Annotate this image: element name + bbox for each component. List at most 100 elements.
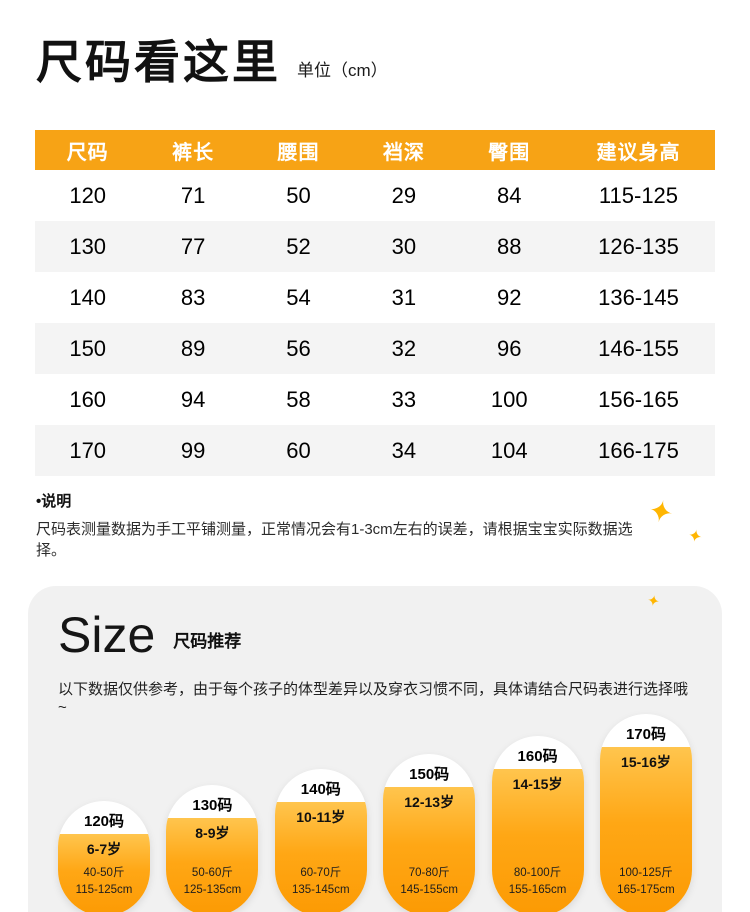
sparkle-icon: ✦ <box>644 493 677 532</box>
pill-age-label: 15-16岁 <box>621 754 671 771</box>
pill-age-label: 14-15岁 <box>512 776 563 793</box>
unit-label: 单位（cm） <box>297 61 388 81</box>
note-label: •说明 <box>36 493 72 511</box>
column-header: 腰围 <box>245 130 352 171</box>
pill-size-label: 150码 <box>409 766 450 784</box>
table-cell: 156-165 <box>598 386 679 412</box>
table-cell: 84 <box>497 182 522 208</box>
table-cell: 52 <box>286 233 311 259</box>
pill-stats: 100-125斤 165-175cm <box>617 865 675 901</box>
pill-size-label: 130码 <box>192 797 233 815</box>
table-row: 120 71 50 29 84 115-125 <box>35 170 715 221</box>
table-cell: 34 <box>391 437 417 463</box>
table-cell: 30 <box>391 233 417 259</box>
recommendation-panel: ✦ Size 尺码推荐 以下数据仅供参考，由于每个孩子的体型差异以及穿衣习惯不同… <box>28 586 722 912</box>
pill-body: 6-7岁 40-50斤 115-125cm <box>58 834 150 912</box>
table-cell: 166-175 <box>598 437 679 463</box>
pill-size-label: 120码 <box>83 813 125 831</box>
pill-height-label: 165-175cm <box>617 884 675 897</box>
table-row: 140 83 54 31 92 136-145 <box>35 272 715 323</box>
table-cell: 56 <box>286 335 311 361</box>
table-row: 130 77 52 30 88 126-135 <box>35 221 715 273</box>
table-cell: 140 <box>69 284 107 310</box>
size-pill: 150码 12-13岁 70-80斤 145-155cm <box>383 754 476 912</box>
size-table-body: 120 71 50 29 84 115-125 130 77 52 30 88 126-135 140 8… <box>35 170 715 477</box>
table-cell: 126-135 <box>598 233 679 259</box>
pill-size-label: 160码 <box>517 748 558 766</box>
pill-body: 15-16岁 100-125斤 165-175cm <box>599 747 692 912</box>
pill-weight-label: 60-70斤 <box>300 866 342 879</box>
pill-stats: 50-60斤 125-135cm <box>184 865 242 901</box>
page-header: 尺码看这里 单位（cm） <box>0 0 750 88</box>
column-header: 裤长 <box>140 130 246 171</box>
page-title: 尺码看这里 <box>36 36 281 88</box>
table-cell: 115-125 <box>598 182 679 208</box>
table-cell: 120 <box>69 182 107 208</box>
pill-stats: 80-100斤 155-165cm <box>509 865 567 901</box>
size-table: 尺码 裤长 腰围 裆深 臀围 建议身高 120 71 50 29 84 115-125 130 77 52… <box>35 130 715 477</box>
column-header: 臀围 <box>456 130 562 171</box>
table-cell: 77 <box>180 233 206 259</box>
pill-weight-label: 100-125斤 <box>619 866 673 879</box>
table-row: 150 89 56 32 96 146-155 <box>35 323 715 375</box>
table-cell: 83 <box>180 284 206 310</box>
pill-size-label: 140码 <box>300 781 341 799</box>
pill-height-label: 135-145cm <box>292 884 350 897</box>
note-text: 尺码表测量数据为手工平铺测量，正常情况会有1-3cm左右的误差，请根据宝宝实际数… <box>36 521 633 560</box>
size-pill: 120码 6-7岁 40-50斤 115-125cm <box>58 801 150 912</box>
pill-body: 10-11岁 60-70斤 135-145cm <box>274 802 367 912</box>
pill-age-label: 8-9岁 <box>195 825 230 842</box>
sparkle-icon: ✦ <box>646 592 662 612</box>
column-header: 裆深 <box>351 130 457 171</box>
table-cell: 96 <box>497 335 522 361</box>
table-cell: 50 <box>286 182 311 208</box>
table-cell: 170 <box>69 437 107 463</box>
recommendation-subtitle: 尺码推荐 <box>173 632 242 652</box>
table-row: 170 99 60 34 104 166-175 <box>35 425 715 477</box>
pill-size-label: 170码 <box>625 726 666 744</box>
table-cell: 130 <box>69 233 107 259</box>
pill-stats: 40-50斤 115-125cm <box>76 865 133 901</box>
table-cell: 60 <box>286 437 311 463</box>
pill-height-label: 115-125cm <box>75 884 133 897</box>
table-cell: 33 <box>391 386 417 412</box>
table-cell: 88 <box>497 233 522 259</box>
note-section: •说明 尺码表测量数据为手工平铺测量，正常情况会有1-3cm左右的误差，请根据宝… <box>36 490 656 560</box>
table-cell: 29 <box>391 182 417 208</box>
pill-stats: 70-80斤 145-155cm <box>400 865 458 901</box>
table-cell: 31 <box>391 284 417 310</box>
table-cell: 89 <box>180 335 206 361</box>
pill-weight-label: 40-50斤 <box>83 866 125 879</box>
table-cell: 58 <box>286 386 311 412</box>
pill-weight-label: 50-60斤 <box>191 866 233 879</box>
table-cell: 100 <box>490 386 528 412</box>
table-cell: 32 <box>391 335 417 361</box>
table-cell: 150 <box>69 335 107 361</box>
pill-weight-label: 80-100斤 <box>513 866 562 879</box>
table-cell: 146-155 <box>598 335 679 361</box>
table-cell: 54 <box>286 284 311 310</box>
size-pill: 170码 15-16岁 100-125斤 165-175cm <box>599 714 692 912</box>
column-header: 尺码 <box>35 130 141 171</box>
table-cell: 92 <box>497 284 522 310</box>
recommendation-title: Size <box>58 607 156 664</box>
size-pill: 130码 8-9岁 50-60斤 125-135cm <box>166 785 259 912</box>
recommendation-header: Size 尺码推荐 <box>58 610 692 660</box>
recommendation-description: 以下数据仅供参考，由于每个孩子的体型差异以及穿衣习惯不同，具体请结合尺码表进行选… <box>58 681 689 717</box>
table-cell: 94 <box>180 386 206 412</box>
pill-age-label: 6-7岁 <box>86 841 122 858</box>
pill-weight-label: 70-80斤 <box>408 866 450 879</box>
column-header: 建议身高 <box>561 130 715 171</box>
pill-height-label: 125-135cm <box>183 884 242 897</box>
table-cell: 99 <box>180 437 206 463</box>
pill-body: 12-13岁 70-80斤 145-155cm <box>383 787 476 912</box>
table-cell: 104 <box>490 437 528 463</box>
size-pill-group: 120码 6-7岁 40-50斤 115-125cm 130码 8-9岁 50-60斤 125… <box>58 714 692 912</box>
table-cell: 160 <box>69 386 107 412</box>
pill-stats: 60-70斤 135-145cm <box>292 865 350 901</box>
sparkle-icon: ✦ <box>686 525 705 548</box>
pill-age-label: 10-11岁 <box>296 809 346 826</box>
pill-body: 14-15岁 80-100斤 155-165cm <box>491 769 584 912</box>
size-table-head: 尺码 裤长 腰围 裆深 臀围 建议身高 <box>35 130 715 171</box>
